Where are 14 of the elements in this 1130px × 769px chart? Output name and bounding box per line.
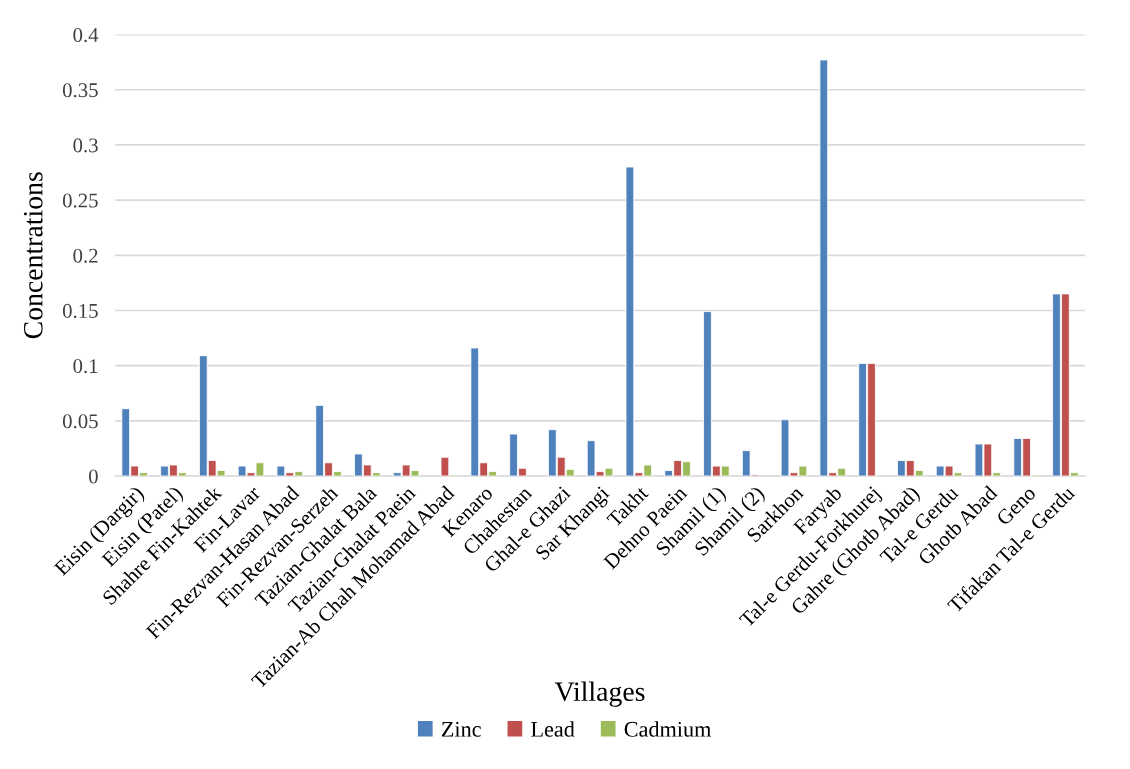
- y-tick-label: 0.4: [73, 27, 99, 43]
- legend-label: Zinc: [441, 721, 481, 737]
- y-tick-label: 0: [88, 469, 98, 484]
- legend-label: Lead: [531, 721, 575, 737]
- y-tick-label: 0.05: [62, 414, 98, 429]
- legend-label: Cadmium: [624, 721, 712, 737]
- x-axis-title: Villages: [554, 681, 645, 707]
- y-tick-label: 0.3: [73, 138, 98, 153]
- y-tick-label: 0.25: [62, 193, 98, 208]
- y-tick-label: 0.15: [62, 303, 98, 319]
- y-tick-label: 0.35: [62, 83, 98, 98]
- y-tick-label: 0.1: [73, 359, 98, 374]
- y-tick-label: 0.2: [73, 248, 98, 263]
- y-axis-title: Concentrations: [23, 172, 43, 339]
